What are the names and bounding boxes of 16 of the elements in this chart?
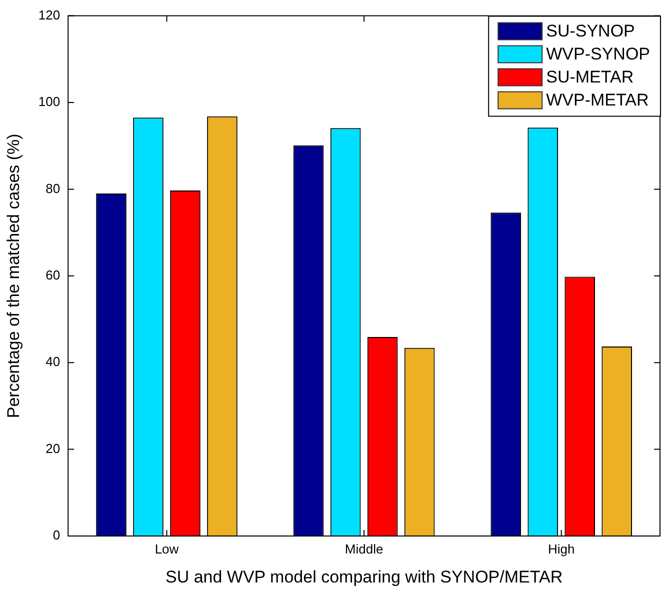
y-axis-title: Percentage of the matched cases (%) bbox=[4, 134, 23, 418]
y-tick-label: 20 bbox=[46, 440, 60, 456]
y-tick-label: 120 bbox=[38, 7, 60, 22]
y-tick-label: 100 bbox=[38, 94, 60, 110]
y-tick-label: 40 bbox=[46, 354, 60, 370]
x-tick-label: Low bbox=[154, 541, 180, 556]
y-tick-label: 60 bbox=[46, 267, 60, 282]
legend-label: WVP-SYNOP bbox=[546, 44, 650, 64]
x-axis-title: SU and WVP model comparing with SYNOP/METAR bbox=[165, 567, 563, 586]
legend-label: WVP-METAR bbox=[546, 90, 649, 110]
legend-label: SU-METAR bbox=[546, 67, 634, 86]
legend-label: SU-SYNOP bbox=[546, 21, 635, 40]
x-tick-label: High bbox=[548, 541, 575, 556]
y-tick-label: 80 bbox=[46, 180, 60, 196]
x-tick-label: Middle bbox=[344, 541, 384, 556]
y-tick-label: 0 bbox=[52, 528, 60, 543]
